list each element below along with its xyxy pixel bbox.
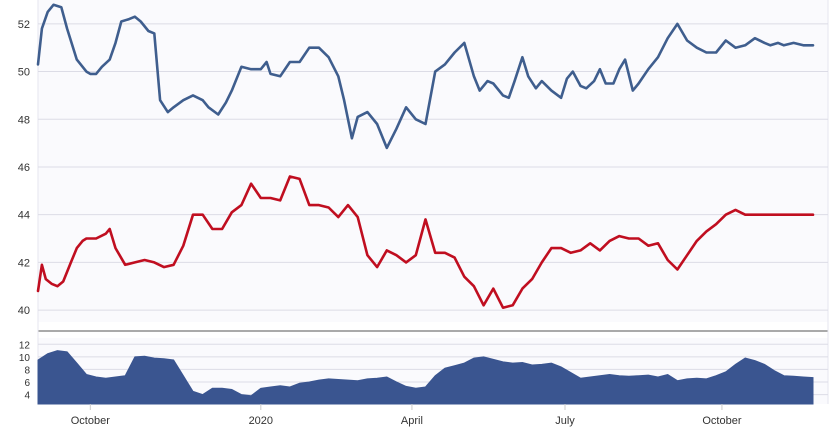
x-tick-labels: October 2020 April July October — [71, 404, 742, 427]
area-series-1 — [37, 350, 814, 405]
top-y-tick-52: 52 — [18, 19, 30, 31]
top-y-tick-48: 48 — [18, 114, 30, 126]
bottom-y-tick-6: 6 — [24, 378, 30, 389]
top-panel-background — [38, 0, 828, 322]
series-line-2 — [36, 175, 815, 309]
top-y-tick-42: 42 — [18, 257, 30, 269]
x-tick-october: October — [71, 415, 110, 427]
top-y-tick-50: 50 — [18, 67, 30, 79]
top-y-tick-40: 40 — [18, 305, 30, 317]
top-y-tick-44: 44 — [18, 210, 30, 222]
x-tick-april: April — [401, 415, 423, 427]
top-gridlines — [38, 23, 828, 311]
x-tick-october: October — [702, 415, 741, 427]
bottom-y-tick-4: 4 — [24, 391, 30, 402]
top-y-tick-labels: 40 42 44 46 48 50 52 — [18, 19, 30, 317]
bottom-area-series — [37, 350, 814, 405]
top-series-lines — [36, 3, 815, 309]
top-y-tick-46: 46 — [18, 162, 30, 174]
bottom-y-tick-12: 12 — [19, 340, 31, 351]
bottom-y-tick-10: 10 — [19, 353, 31, 364]
series-line-1 — [36, 3, 815, 150]
x-tick-2020: 2020 — [249, 415, 273, 427]
bottom-y-tick-8: 8 — [24, 365, 30, 376]
bottom-y-tick-labels: 4 6 810 12 — [19, 340, 31, 401]
x-tick-july: July — [555, 415, 575, 427]
